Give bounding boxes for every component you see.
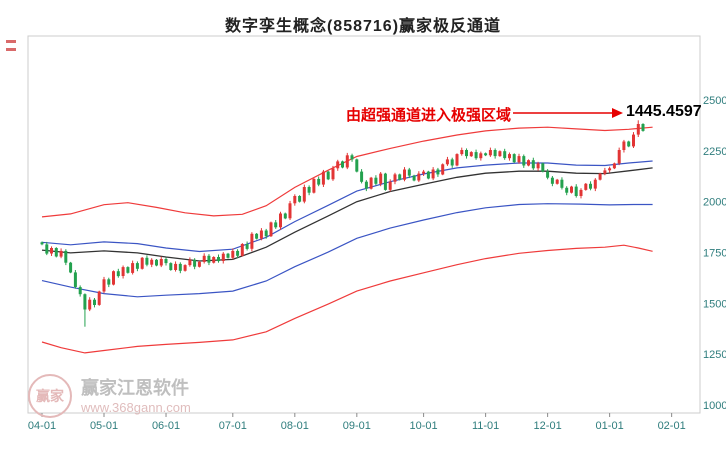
svg-text:2000: 2000 [703,197,726,209]
channel-annotation-text: 由超强通道进入极强区域 [346,107,512,124]
svg-text:05-01: 05-01 [90,420,118,432]
svg-text:06-01: 06-01 [152,420,180,432]
svg-text:07-01: 07-01 [219,420,247,432]
svg-text:01-01: 01-01 [596,420,624,432]
chart-title: 数字孪生概念(858716)赢家极反通道 [224,18,502,35]
svg-text:10-01: 10-01 [410,420,438,432]
svg-text:02-01: 02-01 [658,420,686,432]
svg-text:09-01: 09-01 [343,420,371,432]
svg-text:04-01: 04-01 [28,420,56,432]
latest-price-label: 1445.4597 [626,103,702,120]
svg-text:1250: 1250 [703,349,726,361]
corner-marks-icon [6,40,16,56]
svg-text:1750: 1750 [703,248,726,260]
svg-text:12-01: 12-01 [534,420,562,432]
svg-text:1000: 1000 [703,400,726,412]
svg-text:1500: 1500 [703,298,726,310]
svg-text:11-01: 11-01 [472,420,499,432]
svg-text:2250: 2250 [703,146,726,158]
svg-text:08-01: 08-01 [281,420,309,432]
svg-text:2500: 2500 [703,95,726,107]
